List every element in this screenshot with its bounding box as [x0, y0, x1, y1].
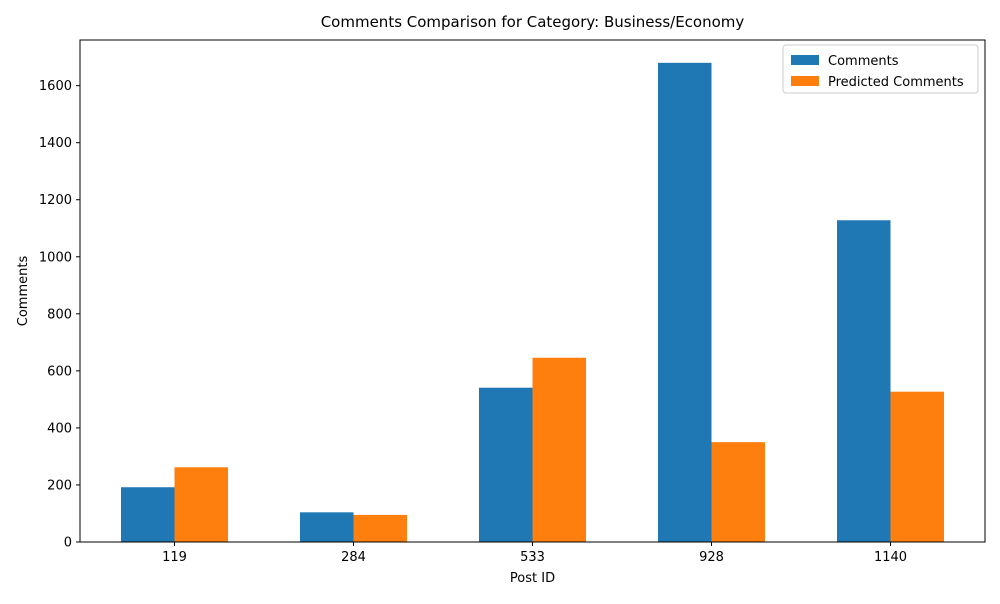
- y-tick-label: 0: [64, 536, 72, 551]
- y-tick-label: 1000: [39, 250, 72, 265]
- y-tick-label: 200: [47, 478, 72, 493]
- bar-predicted-comments-928: [711, 442, 765, 542]
- y-tick-label: 600: [47, 364, 72, 379]
- x-tick-label: 928: [699, 550, 724, 565]
- bar-predicted-comments-533: [532, 357, 586, 542]
- legend-swatch-comments: [791, 55, 819, 65]
- bar-comments-928: [658, 62, 712, 543]
- plot-area: 119 284 533 928 1140: [76, 39, 986, 565]
- x-tick-label: 533: [520, 550, 545, 565]
- y-tick-label: 800: [47, 307, 72, 322]
- chart-title: Comments Comparison for Category: Busine…: [321, 13, 745, 31]
- y-axis-label: Comments: [16, 256, 31, 327]
- x-tick-label: 119: [162, 550, 187, 565]
- legend-swatch-predicted-comments: [791, 76, 819, 86]
- x-tick-label: 1140: [874, 550, 907, 565]
- legend-label-predicted-comments: Predicted Comments: [828, 75, 964, 90]
- bar-predicted-comments-119: [174, 467, 228, 542]
- bar-comments-284: [300, 512, 354, 542]
- bar-comments-533: [479, 387, 533, 542]
- x-tick-label: 284: [341, 550, 366, 565]
- y-tick-label: 1200: [39, 193, 72, 208]
- bar-comments-119: [121, 487, 175, 542]
- y-tick-label: 400: [47, 421, 72, 436]
- bar-predicted-comments-1140: [890, 391, 944, 542]
- bar-comments-1140: [837, 220, 891, 542]
- x-axis-label: Post ID: [510, 571, 555, 586]
- y-tick-label: 1400: [39, 136, 72, 151]
- legend: Comments Predicted Comments: [782, 44, 979, 94]
- y-tick-label: 1600: [39, 79, 72, 94]
- bar-predicted-comments-284: [353, 514, 407, 542]
- legend-label-comments: Comments: [828, 54, 899, 69]
- legend-box: [782, 44, 979, 94]
